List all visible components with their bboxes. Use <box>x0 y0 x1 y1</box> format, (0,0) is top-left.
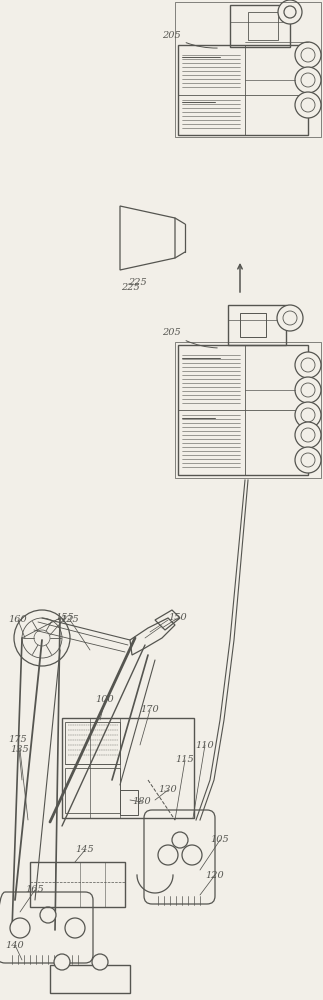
Text: 110: 110 <box>196 740 214 750</box>
Text: 225: 225 <box>128 270 147 287</box>
Text: 150: 150 <box>169 613 187 622</box>
Bar <box>65 768 120 813</box>
Bar <box>120 790 138 815</box>
Circle shape <box>92 954 108 970</box>
Circle shape <box>295 377 321 403</box>
Text: 165: 165 <box>26 886 44 894</box>
Circle shape <box>65 918 85 938</box>
Circle shape <box>34 630 50 646</box>
Text: 135: 135 <box>11 746 29 754</box>
Circle shape <box>283 311 297 325</box>
Bar <box>175 2 321 137</box>
Bar <box>50 965 130 993</box>
Text: 180: 180 <box>133 798 151 806</box>
Circle shape <box>301 358 315 372</box>
Circle shape <box>301 98 315 112</box>
Bar <box>62 718 194 818</box>
Circle shape <box>22 618 62 658</box>
Circle shape <box>301 453 315 467</box>
Circle shape <box>301 383 315 397</box>
Bar <box>228 305 286 345</box>
Circle shape <box>172 832 188 848</box>
Text: 155: 155 <box>56 613 74 622</box>
Text: 170: 170 <box>141 706 159 714</box>
Circle shape <box>295 352 321 378</box>
Text: 115: 115 <box>176 756 194 764</box>
Circle shape <box>295 67 321 93</box>
Circle shape <box>295 402 321 428</box>
Text: 120: 120 <box>206 870 224 880</box>
Bar <box>230 5 290 47</box>
Text: 225: 225 <box>120 284 140 292</box>
Bar <box>30 862 125 907</box>
Circle shape <box>14 610 70 666</box>
Circle shape <box>295 92 321 118</box>
Text: 140: 140 <box>5 940 24 950</box>
Text: 105: 105 <box>211 836 229 844</box>
Text: 205: 205 <box>162 31 217 48</box>
Bar <box>65 722 120 764</box>
Circle shape <box>301 408 315 422</box>
Bar <box>175 342 321 478</box>
Circle shape <box>301 48 315 62</box>
Text: 175: 175 <box>9 736 27 744</box>
Circle shape <box>158 845 178 865</box>
Circle shape <box>295 42 321 68</box>
Text: 160: 160 <box>9 615 27 624</box>
Circle shape <box>10 918 30 938</box>
Text: 205: 205 <box>162 328 217 348</box>
Circle shape <box>301 73 315 87</box>
Bar <box>240 313 266 337</box>
Circle shape <box>54 954 70 970</box>
Circle shape <box>277 305 303 331</box>
Circle shape <box>40 907 56 923</box>
Text: 100: 100 <box>96 696 114 704</box>
Circle shape <box>295 422 321 448</box>
Bar <box>248 12 278 40</box>
Circle shape <box>301 428 315 442</box>
Text: 130: 130 <box>159 786 177 794</box>
Circle shape <box>284 6 296 18</box>
Circle shape <box>182 845 202 865</box>
Bar <box>178 345 308 475</box>
Circle shape <box>295 447 321 473</box>
Text: 125: 125 <box>61 615 79 624</box>
Bar <box>178 45 308 135</box>
Circle shape <box>278 0 302 24</box>
Text: 145: 145 <box>76 846 94 854</box>
